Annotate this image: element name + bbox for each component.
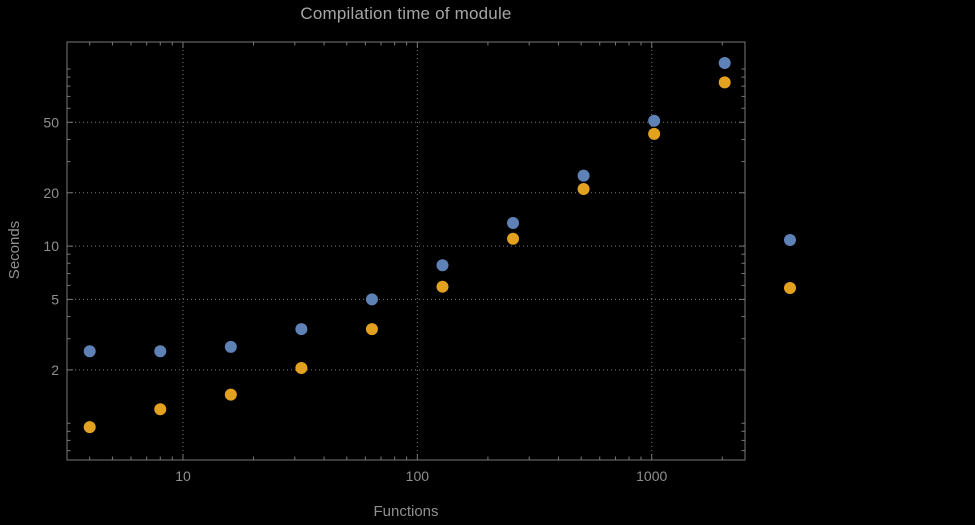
data-point-series-blue [295,323,308,336]
data-point-series-blue [83,345,96,358]
data-point-series-orange [507,232,520,245]
data-point-series-orange [83,421,96,434]
y-tick-label: 20 [43,185,59,201]
data-point-series-orange [436,280,449,293]
legend-marker-orange [784,282,796,294]
y-tick-label: 10 [43,238,59,254]
x-tick-label: 10 [175,468,191,484]
data-point-series-orange [224,388,237,401]
data-point-series-blue [436,259,449,272]
chart-title: Compilation time of module [300,4,512,23]
x-tick-label: 1000 [636,468,667,484]
data-point-series-blue [577,169,590,182]
legend-marker-blue [784,234,796,246]
y-tick-label: 50 [43,114,59,130]
data-point-series-orange [154,403,167,416]
data-point-series-blue [507,217,520,230]
data-point-series-orange [365,323,378,336]
data-point-series-blue [224,340,237,353]
y-tick-label: 5 [51,291,59,307]
x-tick-label: 100 [406,468,430,484]
y-axis-label: Seconds [6,220,23,280]
data-point-series-orange [648,127,661,140]
data-point-series-orange [577,183,590,196]
data-point-series-blue [154,345,167,358]
data-point-series-blue [365,293,378,306]
data-point-series-orange [718,76,731,89]
plot-frame [66,41,746,461]
x-axis-label: Functions [373,503,439,520]
data-point-series-blue [718,57,731,70]
data-point-series-orange [295,362,308,375]
data-point-series-blue [648,114,661,127]
y-tick-label: 2 [51,362,59,378]
